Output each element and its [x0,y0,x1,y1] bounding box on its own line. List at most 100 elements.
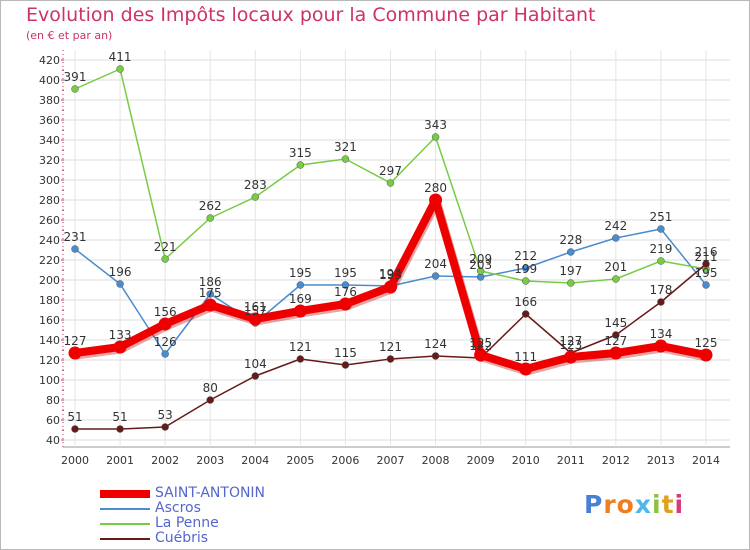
data-point-cu-bris [702,260,710,268]
data-label-cu-bris: 124 [424,337,447,351]
data-label-ascros: 196 [109,265,132,279]
data-point-ascros [116,280,124,288]
data-point-cu-bris [116,425,124,433]
data-label-saint-antonin: 193 [379,268,402,282]
data-point-la-penne [296,161,305,169]
y-tick-label: 40 [46,434,60,447]
data-point-saint-antonin [654,339,668,353]
legend-swatch-la-penne [100,523,150,525]
data-point-ascros [296,281,305,289]
data-label-ascros: 228 [559,233,582,247]
y-tick-label: 360 [39,114,60,127]
data-label-la-penne: 315 [289,146,312,160]
data-point-cu-bris [71,425,79,433]
data-label-cu-bris: 121 [379,340,402,354]
data-point-la-penne [521,277,530,285]
y-tick-label: 380 [39,94,60,107]
logo-letter: i [674,490,685,519]
data-point-la-penne [657,257,665,265]
x-tick-label: 2010 [512,454,540,467]
data-label-ascros: 231 [64,230,87,244]
data-label-la-penne: 411 [109,50,132,64]
data-label-la-penne: 201 [604,260,627,274]
y-tick-label: 140 [39,334,60,347]
logo-letter: x [634,490,652,519]
data-label-ascros: 195 [334,266,357,280]
data-point-ascros [341,281,350,289]
data-label-la-penne: 297 [379,164,402,178]
data-label-cu-bris: 80 [203,381,218,395]
y-tick-label: 60 [46,414,60,427]
data-label-saint-antonin: 111 [514,350,537,364]
data-point-la-penne [386,179,395,187]
y-tick-label: 80 [46,394,60,407]
legend-item-la-penne: La Penne [100,515,360,532]
logo-letter: o [616,490,635,519]
data-label-ascros: 203 [469,258,492,272]
data-point-saint-antonin [564,350,578,364]
data-label-ascros: 157 [244,304,267,318]
data-label-saint-antonin: 127 [604,334,627,348]
data-label-saint-antonin: 280 [424,181,447,195]
data-point-saint-antonin [699,348,713,362]
data-point-cu-bris [657,298,665,306]
x-tick-label: 2000 [61,454,89,467]
chart-subtitle: (en € et par an) [26,29,113,42]
proxiti-logo: Proxiti [584,490,684,519]
data-point-la-penne [251,193,260,201]
y-tick-label: 260 [39,214,60,227]
data-label-ascros: 126 [154,335,177,349]
data-label-saint-antonin: 161 [244,300,267,314]
x-tick-label: 2012 [602,454,630,467]
data-point-ascros [657,225,665,233]
data-label-saint-antonin: 134 [649,327,672,341]
data-label-cu-bris: 127 [559,334,582,348]
data-label-la-penne: 321 [334,140,357,154]
data-point-la-penne [206,214,214,222]
data-point-la-penne [341,155,350,163]
y-tick-label: 340 [39,134,60,147]
data-label-la-penne: 199 [514,262,537,276]
data-label-saint-antonin: 156 [154,305,177,319]
data-label-cu-bris: 178 [649,283,672,297]
data-point-saint-antonin [338,297,352,311]
legend-swatch-cuebris [100,538,150,540]
data-point-cu-bris [206,396,214,404]
data-label-ascros: 204 [424,257,447,271]
logo-letter: t [661,490,675,519]
x-tick-label: 2004 [241,454,269,467]
data-label-la-penne: 262 [199,199,222,213]
x-tick-label: 2011 [557,454,585,467]
data-label-la-penne: 221 [154,240,177,254]
data-label-saint-antonin: 169 [289,292,312,306]
data-label-la-penne: 197 [559,264,582,278]
data-point-saint-antonin [158,317,172,331]
y-tick-label: 400 [39,74,60,87]
data-label-cu-bris: 216 [695,245,718,259]
data-point-ascros [71,245,79,253]
data-point-saint-antonin [293,304,307,318]
y-tick-label: 280 [39,194,60,207]
data-label-ascros: 195 [289,266,312,280]
data-label-cu-bris: 51 [67,410,82,424]
y-tick-label: 200 [39,274,60,287]
data-point-la-penne [431,133,440,141]
data-point-saint-antonin [474,348,488,362]
legend-item-ascros: Ascros [100,500,360,517]
data-label-la-penne: 391 [64,70,87,84]
data-point-ascros [206,290,214,298]
data-label-la-penne: 283 [244,178,267,192]
data-label-cu-bris: 53 [158,408,173,422]
y-tick-label: 420 [39,54,60,67]
y-tick-label: 160 [39,314,60,327]
x-tick-label: 2007 [377,454,405,467]
x-tick-label: 2009 [467,454,495,467]
data-point-ascros [431,272,440,280]
data-label-saint-antonin: 175 [199,286,222,300]
data-point-saint-antonin [113,340,127,354]
data-point-cu-bris [521,310,530,318]
legend-item-cuebris: Cuébris [100,530,360,547]
data-label-cu-bris: 121 [289,340,312,354]
data-point-ascros [521,264,530,272]
x-tick-label: 2002 [151,454,179,467]
